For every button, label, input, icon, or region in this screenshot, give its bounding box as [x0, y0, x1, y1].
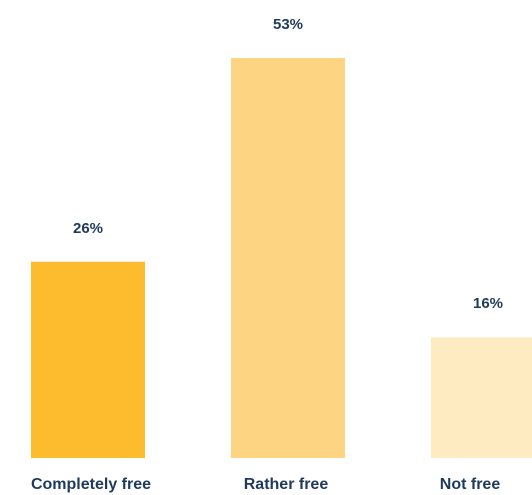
value-label: 16%	[473, 295, 503, 312]
category-label: Rather free	[244, 476, 329, 493]
value-label: 26%	[73, 220, 103, 237]
value-labels: 26% 53% 16%	[73, 16, 503, 312]
bar-rather-free	[231, 58, 345, 458]
category-label: Completely free	[31, 476, 151, 493]
bar-completely-free	[31, 261, 145, 458]
bar-not-free	[431, 337, 532, 458]
category-label: Not free	[440, 476, 501, 493]
bars	[31, 58, 532, 458]
value-label: 53%	[273, 16, 303, 33]
category-labels: Completely free Rather free Not free	[31, 476, 500, 493]
